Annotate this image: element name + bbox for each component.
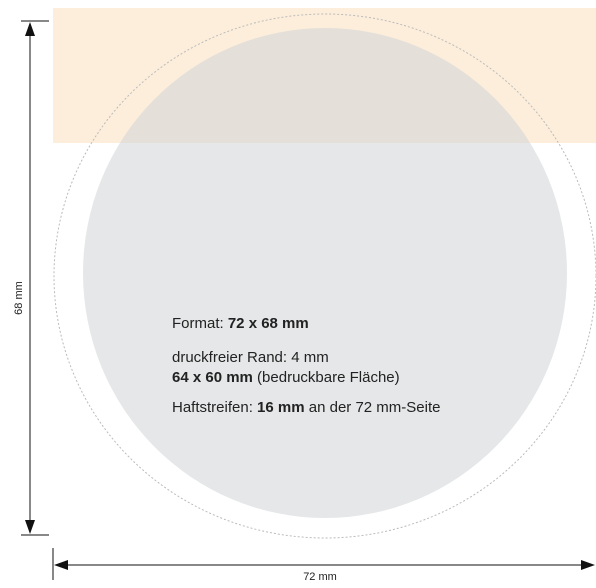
width-label: 72 mm xyxy=(303,571,337,583)
height-arrowhead-bottom xyxy=(25,520,35,534)
format-prefix: Format: xyxy=(172,315,228,332)
strip-suffix: an der 72 mm-Seite xyxy=(304,399,441,416)
format-value: 72 x 68 mm xyxy=(227,315,309,332)
format-info: Format: 72 x 68 mm druckfreier Rand: 4 m… xyxy=(172,314,552,418)
height-dimension xyxy=(21,20,49,536)
height-label: 68 mm xyxy=(13,281,25,315)
outer-dashed-outline xyxy=(53,13,596,539)
strip-prefix: Haftstreifen: xyxy=(172,399,258,416)
height-arrowhead-top xyxy=(25,22,35,36)
width-dimension xyxy=(52,548,595,580)
strip-line: Haftstreifen: 16 mm an der 72 mm-Seite xyxy=(172,398,552,418)
margin-line: druckfreier Rand: 4 mm xyxy=(172,349,329,366)
printable-line: 64 x 60 mm (bedruckbare Fläche) xyxy=(172,368,552,388)
format-line: Format: 72 x 68 mm xyxy=(172,314,552,334)
strip-value: 16 mm xyxy=(257,399,305,416)
printable-value: 64 x 60 mm xyxy=(172,369,253,386)
printable-area-circle xyxy=(83,28,567,518)
printable-suffix: (bedruckbare Fläche) xyxy=(252,369,400,386)
width-arrowhead-right xyxy=(581,560,595,570)
width-arrowhead-left xyxy=(54,560,68,570)
